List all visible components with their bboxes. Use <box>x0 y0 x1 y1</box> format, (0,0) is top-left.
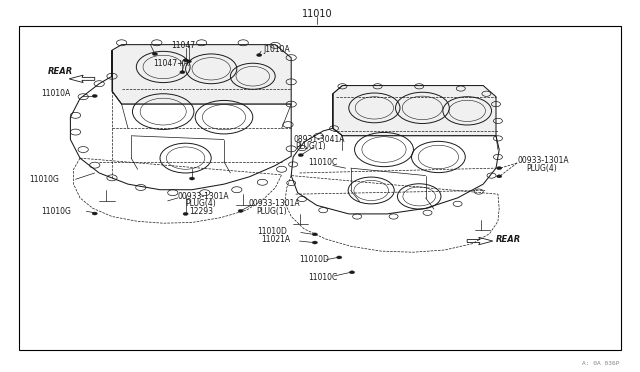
Circle shape <box>312 233 317 236</box>
Polygon shape <box>112 45 291 104</box>
Text: 11047+A: 11047+A <box>154 60 189 68</box>
Circle shape <box>337 256 342 259</box>
Text: REAR: REAR <box>496 235 521 244</box>
Text: 11010G: 11010G <box>42 207 72 216</box>
Text: 00933-1301A: 00933-1301A <box>178 192 230 201</box>
Polygon shape <box>291 94 499 214</box>
Circle shape <box>183 212 188 215</box>
Circle shape <box>92 94 97 97</box>
Circle shape <box>152 52 157 55</box>
Circle shape <box>189 177 195 180</box>
Text: REAR: REAR <box>48 67 73 76</box>
Text: 11010C: 11010C <box>308 273 338 282</box>
Text: PLUG(4): PLUG(4) <box>186 199 216 208</box>
Text: 11010D: 11010D <box>300 255 330 264</box>
Circle shape <box>497 175 502 178</box>
Text: 12293: 12293 <box>189 207 212 216</box>
Circle shape <box>180 71 185 74</box>
Text: 11010: 11010 <box>301 9 332 19</box>
Circle shape <box>497 167 502 170</box>
Polygon shape <box>70 50 291 190</box>
Text: A: 0A 036P: A: 0A 036P <box>582 361 620 366</box>
Text: 11010A: 11010A <box>42 89 71 98</box>
Circle shape <box>298 154 303 157</box>
Circle shape <box>238 209 243 212</box>
Text: 11010G: 11010G <box>29 175 59 184</box>
Circle shape <box>183 59 188 62</box>
Circle shape <box>312 241 317 244</box>
Text: J1010A: J1010A <box>264 45 291 54</box>
Circle shape <box>92 212 97 215</box>
Circle shape <box>257 54 262 57</box>
Text: 00933-1301A: 00933-1301A <box>248 199 300 208</box>
Text: 11047: 11047 <box>172 41 196 50</box>
Text: 11021A: 11021A <box>261 235 291 244</box>
Text: PLUG(1): PLUG(1) <box>256 207 287 216</box>
Text: PLUG(1): PLUG(1) <box>296 142 326 151</box>
Bar <box>19 26 621 350</box>
Text: PLUG(4): PLUG(4) <box>526 164 557 173</box>
Text: 11010C: 11010C <box>308 158 338 167</box>
Text: 00933-1301A: 00933-1301A <box>517 156 569 165</box>
Text: 11010D: 11010D <box>257 227 287 236</box>
Text: 08931-3041A: 08931-3041A <box>293 135 344 144</box>
Polygon shape <box>333 86 496 136</box>
Circle shape <box>186 60 191 63</box>
Circle shape <box>349 271 355 274</box>
